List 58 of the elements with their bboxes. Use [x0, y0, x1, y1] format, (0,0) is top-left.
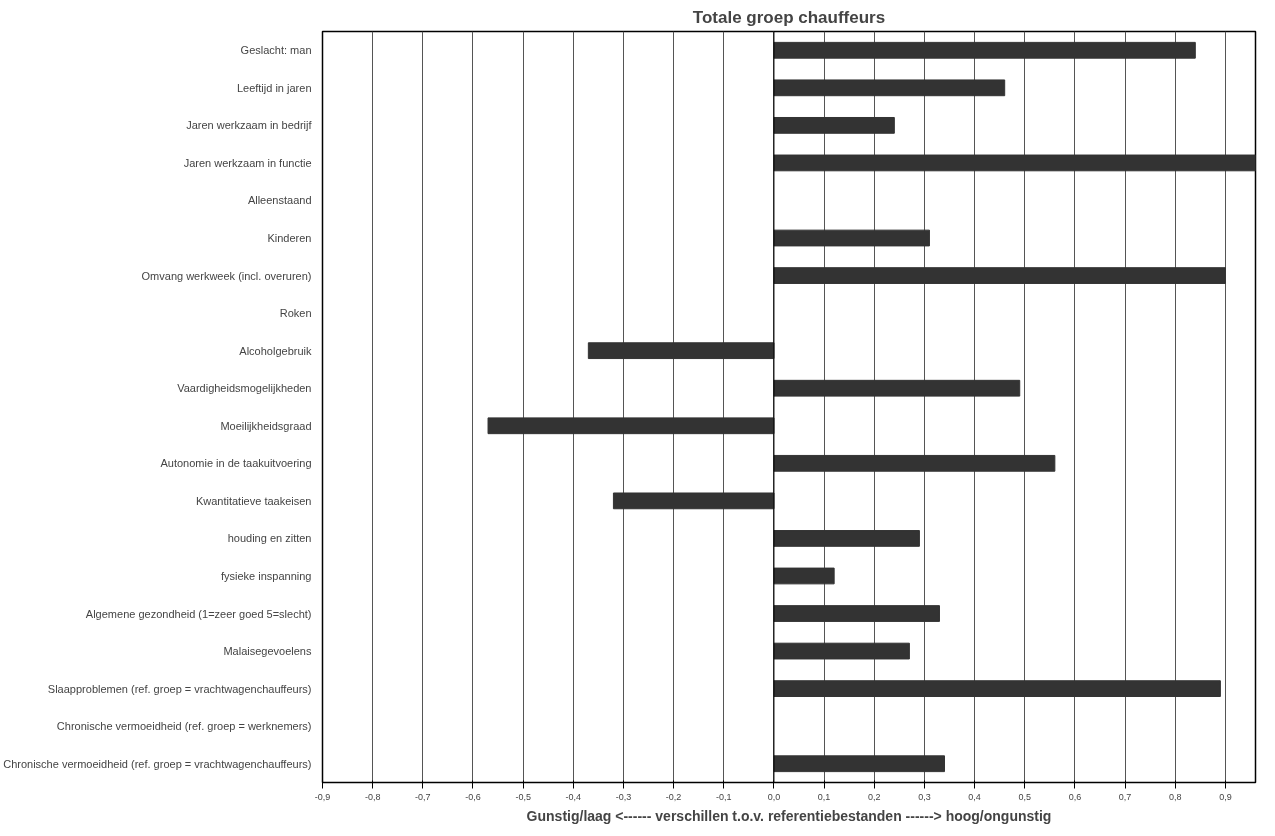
x-tick-label: 0,6 — [1068, 791, 1082, 802]
bar — [773, 41, 1196, 59]
x-tick-label: 0,0 — [767, 791, 781, 802]
bar — [773, 116, 895, 134]
x-tick-label: 0,2 — [868, 791, 881, 802]
y-tick-label: fysieke inspanning — [221, 569, 312, 582]
bar — [773, 154, 1256, 172]
bar — [773, 530, 920, 547]
chart-title: Totale groep chauffeurs — [692, 7, 886, 27]
x-tick-label: 0,1 — [817, 791, 831, 802]
y-tick-label: Slaapproblemen (ref. groep = vrachtwagenchauffeurs) — [47, 682, 312, 695]
bar — [773, 229, 930, 247]
x-tick-label: -0,3 — [615, 791, 632, 802]
y-tick-label: Malaisegevoelens — [223, 645, 312, 658]
x-tick-label: -0,6 — [465, 791, 481, 802]
bar — [773, 379, 1021, 397]
x-tick-label: 0,8 — [1168, 791, 1182, 802]
x-tick-label: -0,8 — [364, 791, 381, 802]
y-tick-label: Alcoholgebruik — [239, 344, 312, 357]
bar — [773, 755, 945, 773]
x-tick-label: -0,1 — [716, 791, 732, 802]
y-tick-label: Moeilijkheidsgraad — [220, 419, 312, 432]
bar — [773, 454, 1056, 472]
y-tick-label: Kwantitatieve taakeisen — [195, 494, 312, 507]
x-tick-label: -0,9 — [314, 791, 331, 802]
bar — [773, 642, 910, 660]
bar — [612, 492, 775, 510]
bar — [773, 79, 1006, 97]
bar — [487, 417, 775, 435]
y-tick-label: Alleenstaand — [247, 194, 312, 207]
y-tick-label: Kinderen — [267, 232, 312, 245]
y-tick-label: Chronische vermoeidheid (ref. groep = vrachtwagenchauffeurs) — [3, 757, 312, 770]
x-tick-label: -0,7 — [415, 791, 431, 802]
x-tick-label: -0,5 — [515, 791, 531, 802]
x-tick-label: -0,2 — [665, 791, 682, 802]
x-axis-title: Gunstig/laag <------ verschillen t.o.v. referentiebestanden ------> hoog/ongunstig — [526, 807, 1052, 824]
bar — [773, 567, 835, 585]
y-tick-label: Algemene gezondheid (1=zeer goed 5=slecht) — [85, 607, 312, 620]
y-tick-label: Geslacht: man — [240, 44, 312, 57]
y-tick-label: Chronische vermoeidheid (ref. groep = werknemers) — [56, 720, 312, 733]
y-tick-label: Roken — [279, 307, 312, 320]
x-tick-label: 0,9 — [1219, 791, 1232, 802]
y-tick-label: Jaren werkzaam in bedrijf — [186, 119, 313, 132]
y-tick-label: Autonomie in de taakuitvoering — [160, 457, 312, 470]
x-tick-label: 0,4 — [968, 791, 981, 802]
y-tick-label: houding en zitten — [227, 532, 312, 545]
x-tick-label: 0,5 — [1018, 791, 1032, 802]
x-tick-label: 0,3 — [918, 791, 931, 802]
bar — [773, 267, 1226, 284]
y-tick-label: Jaren werkzaam in functie — [183, 156, 312, 169]
bar — [773, 605, 940, 622]
y-tick-label: Leeftijd in jaren — [236, 81, 312, 94]
x-tick-label: -0,4 — [565, 791, 582, 802]
y-tick-label: Omvang werkweek (incl. overuren) — [141, 269, 312, 282]
bar — [773, 680, 1221, 698]
bar — [587, 342, 775, 360]
x-tick-label: 0,7 — [1118, 791, 1132, 802]
y-tick-label: Vaardigheidsmogelijkheden — [177, 382, 312, 395]
